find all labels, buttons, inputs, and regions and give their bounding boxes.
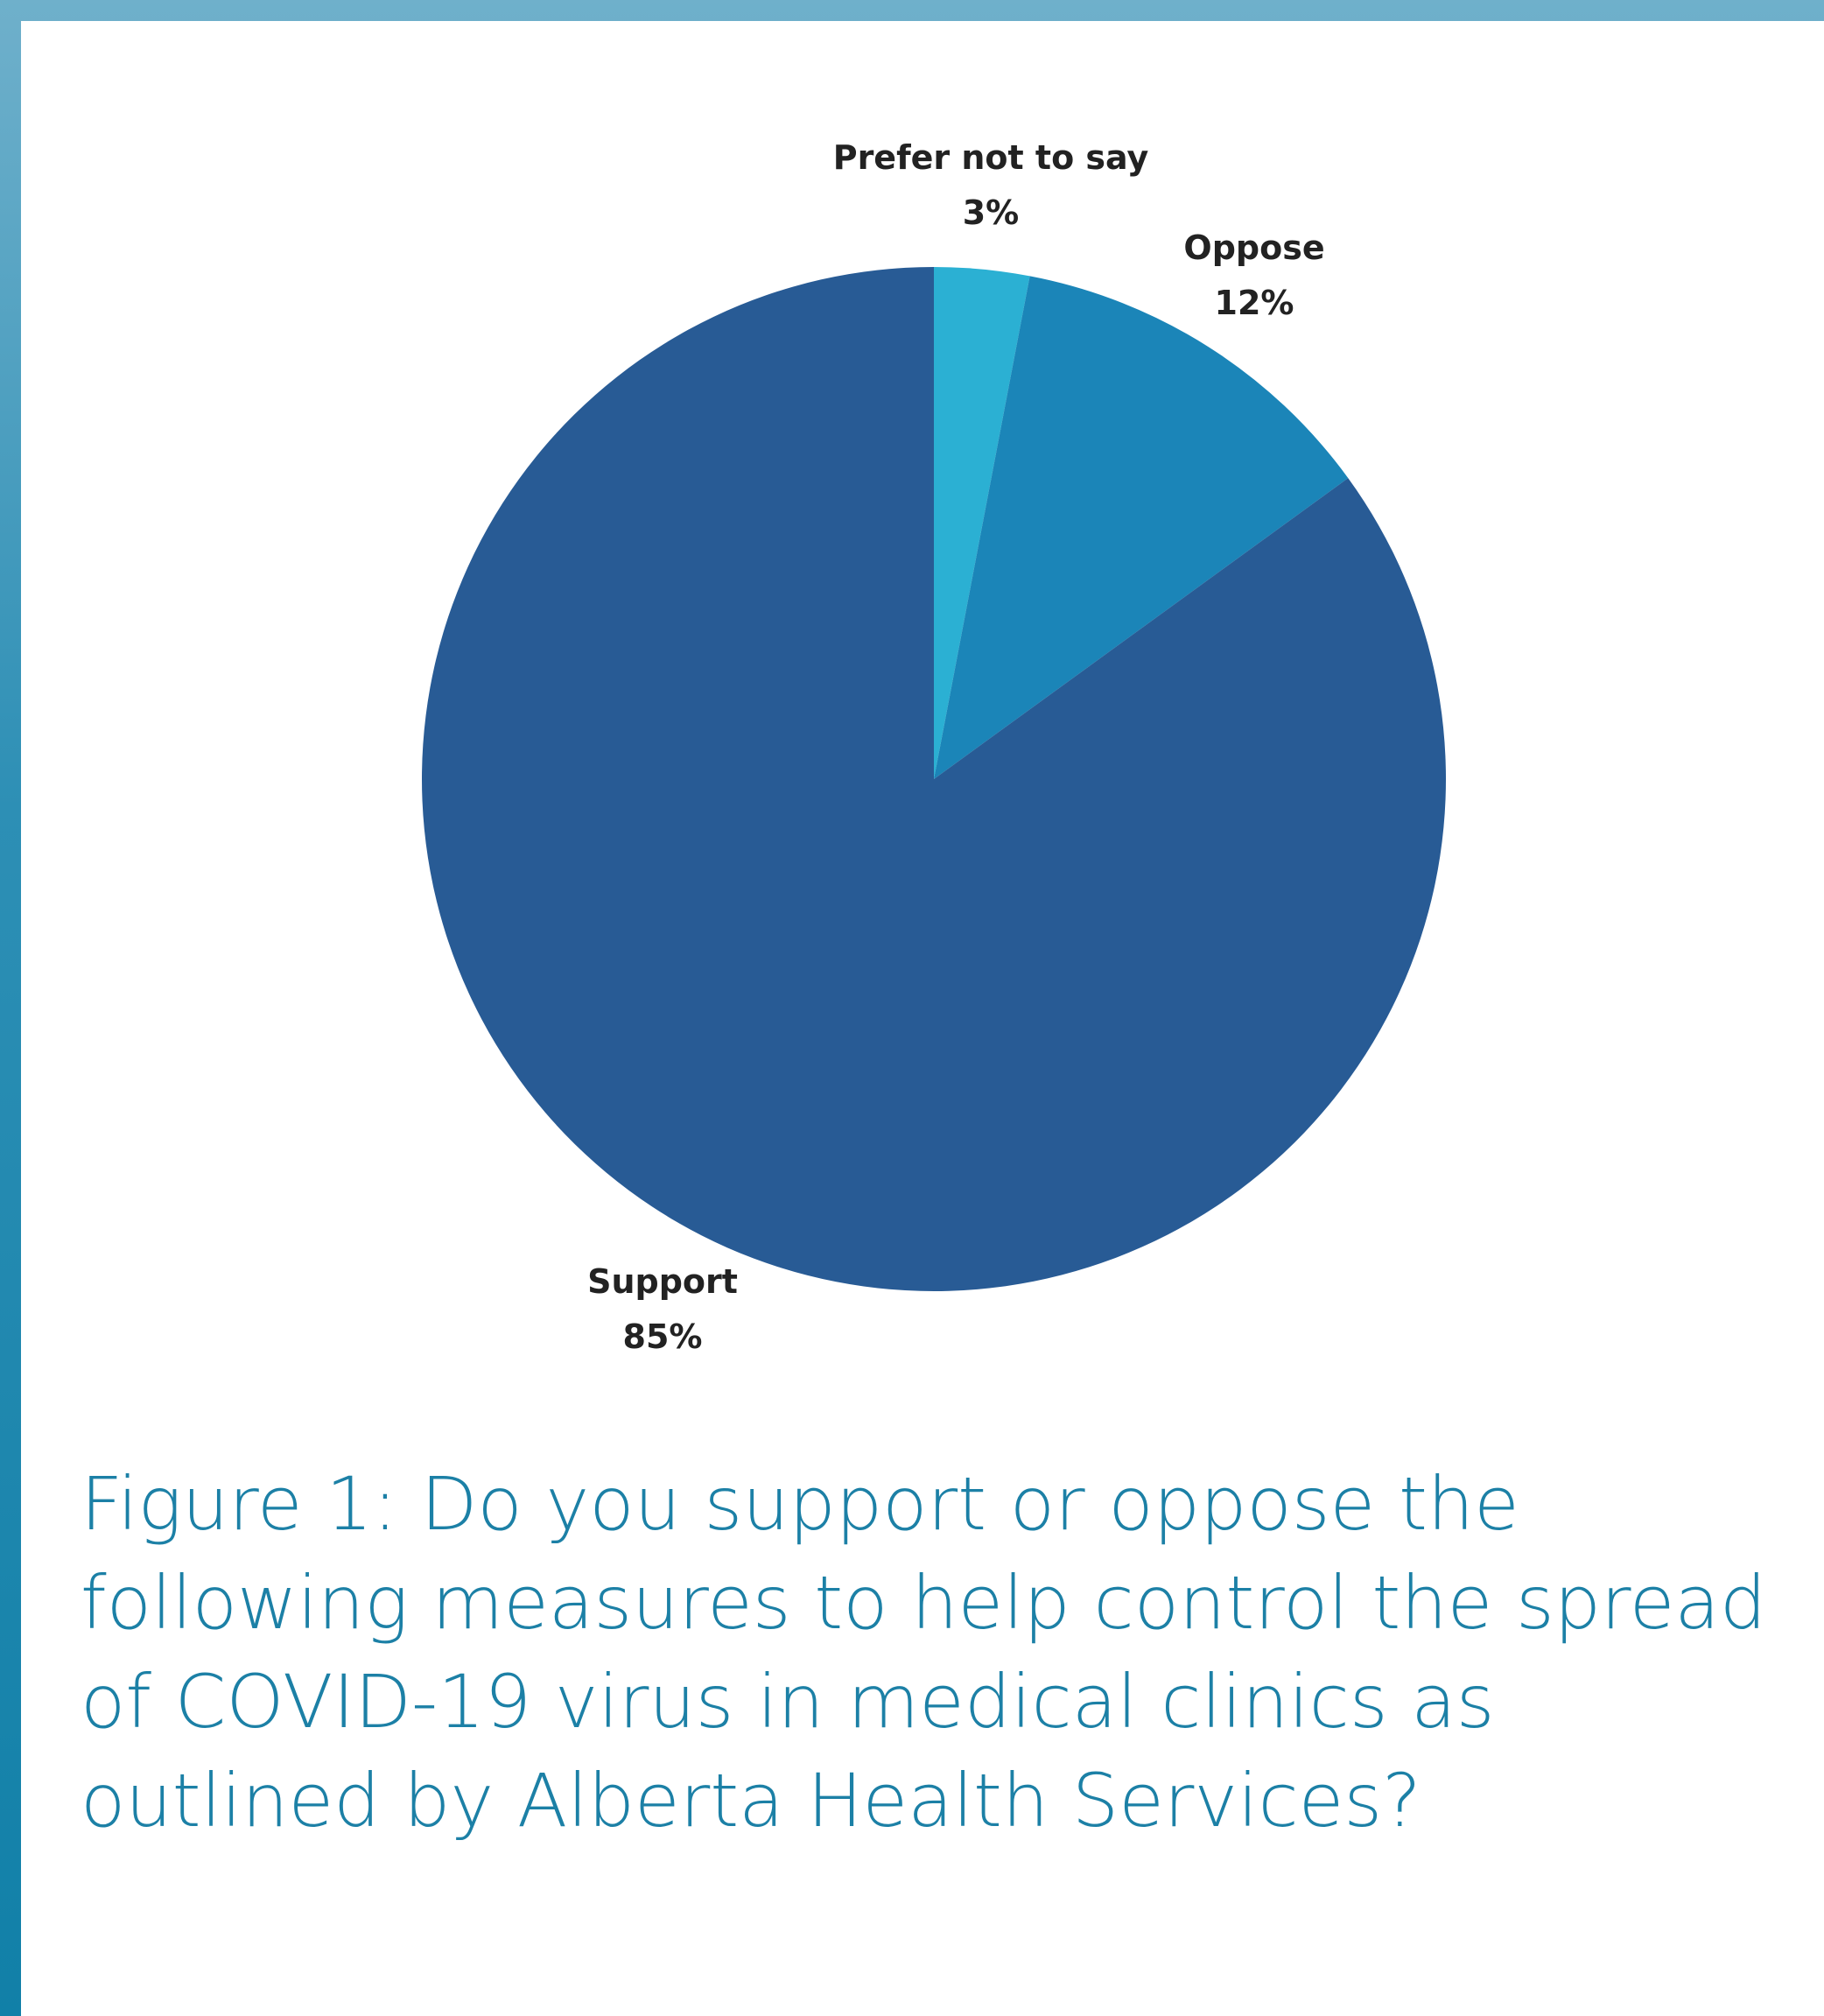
pie-labels: Prefer not to say 3% Oppose 12% Support 85% — [587, 138, 1325, 1356]
slice-label-prefer-not-to-say: Prefer not to say — [833, 138, 1149, 177]
pie-slice-oppose — [934, 276, 1349, 780]
figure-caption: Figure 1: Do you support or oppose the f… — [81, 1455, 1778, 1851]
slice-label-oppose: Oppose — [1183, 228, 1324, 267]
pie-chart: Prefer not to say 3% Oppose 12% Support 85% — [422, 138, 1447, 1356]
pie-slices — [422, 267, 1447, 1292]
caption-text: Do you support or oppose the following m… — [81, 1461, 1767, 1844]
slice-value-support: 85% — [623, 1317, 703, 1356]
figure-panel: Prefer not to say 3% Oppose 12% Support 85% F… — [21, 21, 1824, 2016]
pie-slice-prefer-not-to-say — [934, 267, 1030, 779]
slice-label-support: Support — [587, 1262, 738, 1301]
caption-prefix: Figure 1: — [81, 1461, 398, 1547]
pie-slice-support — [422, 267, 1447, 1292]
slice-value-oppose: 12% — [1215, 284, 1294, 322]
slice-value-prefer-not-to-say: 3% — [963, 193, 1020, 232]
